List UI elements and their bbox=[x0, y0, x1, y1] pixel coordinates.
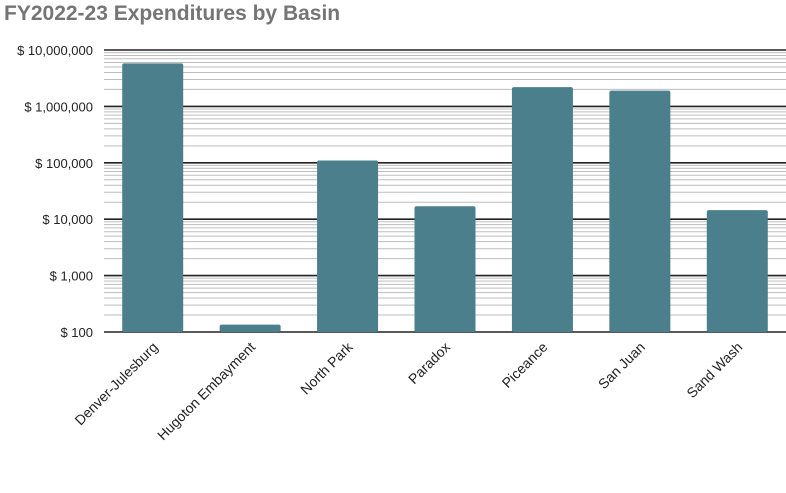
x-category-label: Piceance bbox=[499, 339, 551, 391]
y-tick-label: $ 1,000 bbox=[50, 269, 93, 284]
bar-paradox bbox=[414, 206, 476, 332]
x-category-label: Hugoton Embayment bbox=[154, 339, 258, 443]
x-category-label: Denver-Julesburg bbox=[71, 339, 160, 428]
x-category-label: Paradox bbox=[405, 339, 453, 387]
y-axis-tick-labels: $ 100 $ 1,000 $ 10,000 $ 100,000 $ 1,000,000… bbox=[17, 43, 93, 340]
bar-north-park bbox=[317, 160, 379, 332]
bar-piceance bbox=[511, 87, 573, 332]
y-tick-label: $ 10,000,000 bbox=[17, 43, 93, 58]
x-category-label: North Park bbox=[297, 338, 356, 397]
bar-hugoton-embayment bbox=[219, 324, 281, 332]
bar-denver-julesburg bbox=[122, 63, 184, 333]
bars bbox=[122, 63, 768, 333]
y-tick-label: $ 100,000 bbox=[35, 156, 93, 171]
x-category-label: San Juan bbox=[595, 339, 648, 392]
y-tick-label: $ 1,000,000 bbox=[24, 99, 93, 114]
chart-title: FY2022-23 Expenditures by Basin bbox=[4, 2, 341, 25]
y-tick-label: $ 10,000 bbox=[42, 212, 93, 227]
bar-sand-wash bbox=[706, 210, 768, 332]
x-category-label: Sand Wash bbox=[683, 339, 745, 401]
bar-san-juan bbox=[609, 90, 671, 332]
y-tick-label: $ 100 bbox=[60, 325, 93, 340]
